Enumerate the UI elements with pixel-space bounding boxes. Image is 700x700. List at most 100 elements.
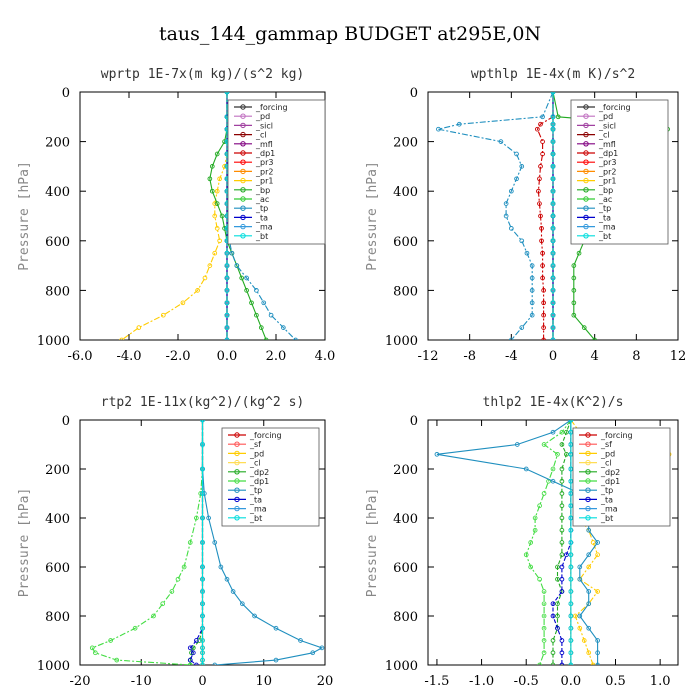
x-tick-label: -1.5: [424, 674, 449, 689]
data-point: [181, 564, 187, 570]
data-point: [244, 275, 249, 281]
data-point: [586, 527, 592, 533]
series-line: [91, 420, 204, 665]
y-tick-label: 800: [393, 284, 418, 299]
panel-3: rtp2 1E-11x(kg^2)/(kg^2 s) Pressure [hPa]…: [17, 395, 333, 689]
legend-label: _bt: [255, 232, 268, 241]
data-point: [568, 589, 574, 594]
data-point: [200, 662, 205, 665]
series-pr1: [119, 92, 230, 340]
legend: _forcing_sf_pd_cl_dp2_dp1_tp_ta_ma_bt: [572, 427, 671, 527]
data-point: [528, 540, 534, 545]
legend-label: _cl: [600, 459, 612, 468]
data-point: [258, 325, 264, 330]
legend-label: _dp1: [600, 477, 620, 486]
legend-marker: [240, 168, 246, 175]
data-point: [218, 564, 224, 570]
data-point: [550, 478, 556, 484]
x-tick-label: 4.0: [315, 349, 336, 364]
legend-marker: [240, 113, 246, 119]
data-point: [263, 337, 269, 340]
data-point: [209, 164, 215, 169]
legend-marker: [234, 487, 240, 493]
data-point: [132, 625, 138, 631]
x-tick-label: 10: [255, 674, 272, 689]
data-point: [224, 275, 230, 281]
legend-label: _dp1: [249, 477, 269, 486]
figure-title: taus_144_gammap BUDGET at295E,0N: [159, 23, 541, 45]
legend-marker: [585, 432, 591, 438]
x-tick-label: 20: [317, 674, 334, 689]
legend-marker: [240, 214, 246, 221]
y-tick-label: 400: [393, 512, 418, 527]
data-point: [519, 164, 525, 169]
legend-marker: [585, 496, 591, 503]
legend-label: _cl: [598, 131, 610, 140]
x-tick-label: -20: [70, 674, 91, 689]
data-point: [207, 176, 213, 182]
data-point: [523, 466, 529, 472]
legend-marker: [585, 487, 591, 493]
data-point: [550, 275, 556, 281]
data-point: [568, 650, 574, 656]
data-point: [595, 552, 600, 558]
data-point: [577, 613, 583, 619]
legend-label: _tp: [598, 204, 611, 213]
legend-marker: [583, 214, 589, 221]
data-point: [555, 576, 560, 582]
data-point: [568, 625, 574, 631]
data-point: [541, 638, 547, 643]
legend-label: _pr2: [598, 167, 616, 176]
data-point: [219, 213, 225, 219]
x-tick-label: 0.0: [561, 674, 582, 689]
data-point: [550, 121, 556, 127]
data-point: [555, 625, 560, 631]
legend-label: _bt: [600, 514, 613, 523]
data-point: [224, 300, 230, 306]
data-point: [169, 589, 175, 594]
y-tick-label: 1000: [37, 334, 70, 349]
y-tick-label: 600: [393, 235, 418, 250]
data-point: [568, 564, 574, 570]
legend-label: _pd: [249, 449, 264, 458]
legend-marker: [240, 223, 246, 230]
y-axis-label: Pressure [hPa]: [365, 488, 380, 598]
legend-marker: [585, 469, 591, 475]
data-point: [532, 527, 538, 533]
legend-marker: [583, 168, 589, 175]
panel-title: wprtp 1E-7x(m kg)/(s^2 kg): [101, 67, 305, 82]
legend-label: _bt: [249, 514, 262, 523]
data-point: [239, 275, 245, 281]
data-point: [190, 650, 196, 656]
data-point: [586, 601, 592, 607]
data-point: [254, 288, 259, 293]
data-point: [586, 625, 592, 631]
y-tick-label: 0: [62, 414, 70, 429]
legend-label: _forcing: [598, 103, 631, 112]
legend-marker: [583, 131, 589, 138]
data-point: [537, 176, 542, 182]
legend-marker: [583, 205, 589, 211]
data-point: [187, 645, 193, 651]
series-bt: [568, 420, 574, 665]
data-point: [254, 312, 259, 318]
data-point: [200, 540, 205, 545]
data-point: [568, 662, 574, 665]
legend-label: _ta: [600, 495, 613, 504]
legend-marker: [240, 104, 246, 110]
data-point: [200, 491, 205, 496]
data-point: [200, 638, 205, 643]
data-point: [541, 337, 546, 340]
data-point: [519, 325, 525, 330]
legend-label: _dp2: [249, 468, 269, 477]
data-point: [503, 213, 509, 219]
data-point: [273, 625, 279, 631]
legend-label: _pd: [255, 112, 270, 121]
legend-label: _ta: [598, 213, 611, 222]
legend-label: _pr1: [255, 177, 273, 186]
data-point: [541, 650, 547, 656]
series-line: [525, 420, 572, 665]
data-point: [541, 325, 546, 330]
legend-marker: [234, 469, 240, 475]
data-point: [200, 515, 205, 521]
